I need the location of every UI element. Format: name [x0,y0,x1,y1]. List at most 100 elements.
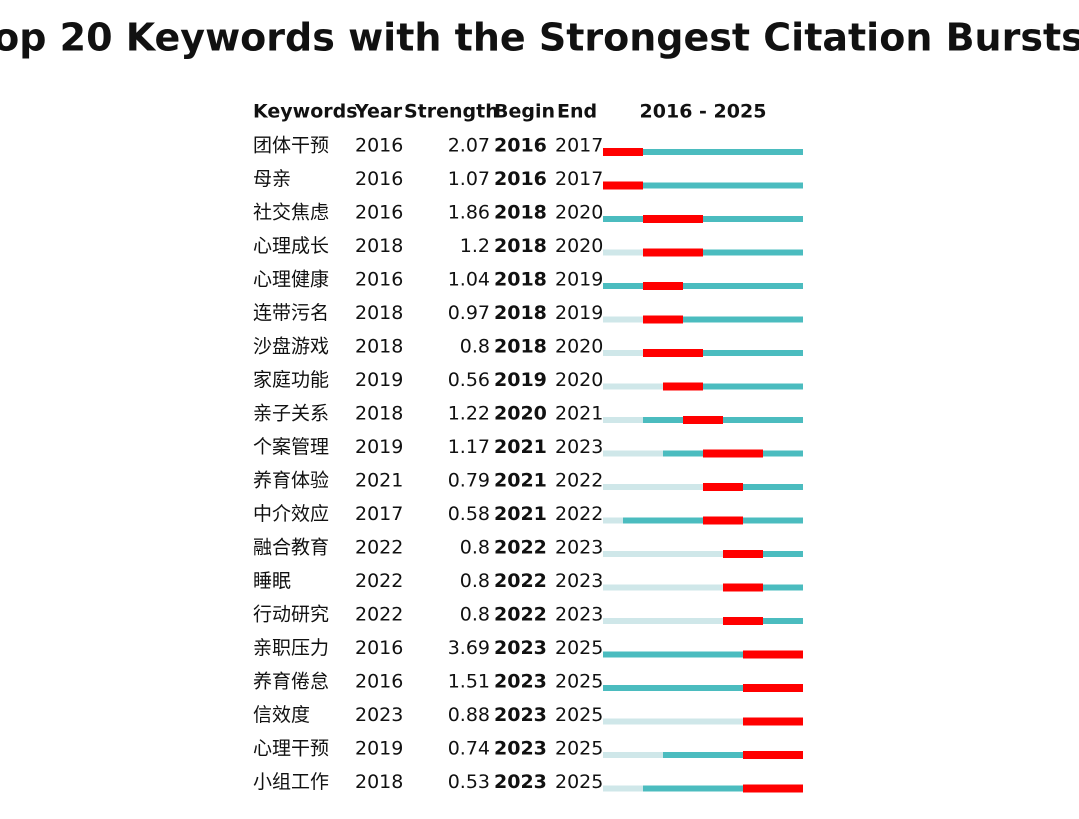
inactive-bar [603,350,643,356]
end: 2020 [555,202,603,224]
active-bar [603,283,643,289]
end: 2017 [555,168,603,190]
active-bar [683,283,803,289]
year: 2016 [355,637,403,659]
inactive-bar [603,785,643,792]
keyword: 中介效应 [253,503,329,525]
active-bar [763,450,803,457]
begin: 2023 [494,738,547,760]
strength: 0.53 [448,771,490,793]
strength: 0.8 [460,604,490,626]
begin: 2016 [494,168,547,190]
burst-bar [603,148,643,156]
active-bar [703,216,803,222]
active-bar [703,383,803,390]
begin: 2018 [494,269,547,291]
burst-bar [743,650,803,659]
column-header: Keywords [253,101,358,123]
strength: 3.69 [448,637,490,659]
active-bar [763,618,803,624]
active-bar [743,517,803,524]
active-bar [623,517,703,524]
keyword: 养育倦怠 [253,671,329,693]
burst-bar [723,617,763,625]
begin: 2016 [494,135,547,157]
year: 2021 [355,470,403,492]
begin: 2018 [494,202,547,224]
end: 2025 [555,704,603,726]
strength: 0.79 [448,470,490,492]
begin: 2018 [494,302,547,324]
active-bar [763,584,803,591]
burst-bar [743,751,803,759]
inactive-bar [603,484,703,490]
inactive-bar [603,718,743,725]
active-bar [683,316,803,323]
burst-bar [643,349,703,357]
begin: 2018 [494,235,547,257]
year: 2016 [355,671,403,693]
begin: 2018 [494,336,547,358]
strength: 0.56 [448,369,490,391]
active-bar [743,484,803,490]
year: 2018 [355,771,403,793]
end: 2025 [555,738,603,760]
end: 2023 [555,570,603,592]
end: 2020 [555,235,603,257]
burst-bar [703,516,743,525]
inactive-bar [603,249,643,256]
begin: 2019 [494,369,547,391]
end: 2020 [555,336,603,358]
inactive-bar [603,450,663,457]
end: 2021 [555,403,603,425]
strength: 0.97 [448,302,490,324]
keyword: 个案管理 [253,436,329,458]
begin: 2023 [494,671,547,693]
year: 2023 [355,704,403,726]
keyword: 睡眠 [253,570,291,592]
begin: 2023 [494,704,547,726]
inactive-bar [603,752,663,758]
strength: 1.07 [448,168,490,190]
begin: 2022 [494,537,547,559]
strength: 1.17 [448,436,490,458]
column-header: Year [354,101,403,123]
active-bar [663,752,743,758]
inactive-bar [603,551,723,557]
keyword: 心理干预 [253,738,329,760]
strength: 0.74 [448,738,490,760]
year: 2018 [355,403,403,425]
burst-bar [723,583,763,592]
burst-bar [663,382,703,391]
keyword: 家庭功能 [253,369,329,391]
inactive-bar [603,316,643,323]
active-bar [763,551,803,557]
end: 2023 [555,537,603,559]
active-bar [643,417,683,423]
keyword: 连带污名 [253,302,329,324]
active-bar [643,149,803,155]
inactive-bar [603,584,723,591]
burst-bar [703,449,763,458]
end: 2019 [555,269,603,291]
active-bar [603,216,643,222]
strength: 0.8 [460,570,490,592]
year: 2016 [355,202,403,224]
keyword: 亲职压力 [253,637,329,659]
active-bar [723,417,803,423]
active-bar [643,182,803,189]
burst-bar [643,248,703,257]
inactive-bar [603,417,643,423]
keyword: 心理成长 [253,235,329,257]
chart-title: Top 20 Keywords with the Strongest Citat… [0,16,1079,60]
keyword: 母亲 [253,168,291,190]
burst-bar [743,784,803,793]
active-bar [643,785,743,792]
burst-bar [683,416,723,424]
end: 2022 [555,470,603,492]
year: 2019 [355,436,403,458]
year: 2017 [355,503,403,525]
burst-bar [603,181,643,190]
strength: 1.51 [448,671,490,693]
